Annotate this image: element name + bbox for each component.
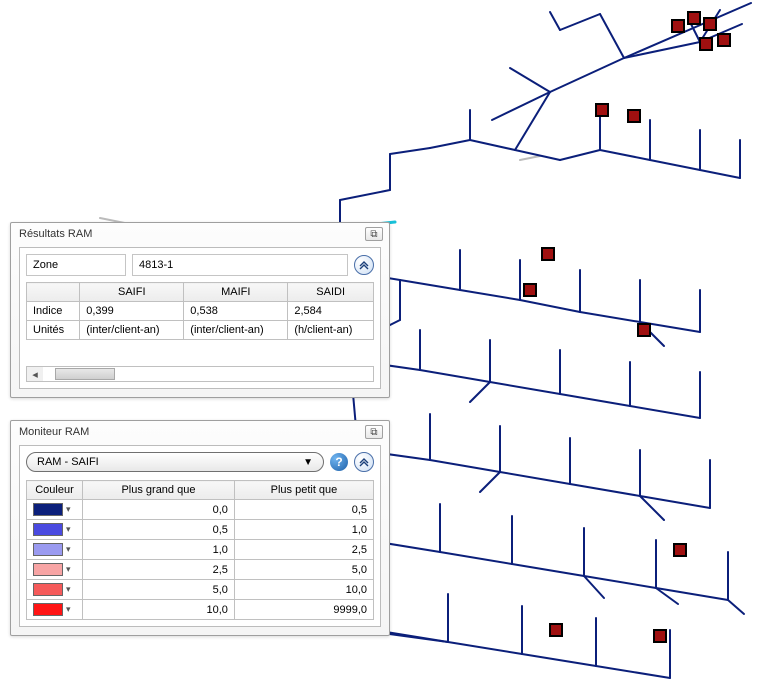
color-swatch [33,543,63,556]
legend-gt: 0,5 [83,520,235,540]
legend-table: CouleurPlus grand quePlus petit que ▾ 0,0… [26,480,374,620]
results-table: SAIFIMAIFISAIDI Indice0,3990,5382,584Uni… [26,282,374,340]
color-swatch [33,503,63,516]
table-row: Indice0,3990,5382,584 [27,302,374,321]
cell: 0,538 [184,302,288,321]
cell: 2,584 [288,302,374,321]
color-swatch [33,523,63,536]
metric-dropdown[interactable]: RAM - SAIFI ▼ [26,452,324,472]
table-row: Unités(inter/client-an)(inter/client-an)… [27,321,374,340]
chevron-down-icon: ▼ [303,457,313,468]
horizontal-scrollbar[interactable]: ◂ [26,366,374,382]
legend-gt: 2,5 [83,560,235,580]
results-column-header: SAIFI [80,283,184,302]
cell: (inter/client-an) [80,321,184,340]
legend-row: ▾ 5,010,0 [27,580,374,600]
legend-gt: 0,0 [83,500,235,520]
results-panel-title: Résultats RAM [19,228,365,240]
legend-swatch-cell[interactable]: ▾ [27,580,83,600]
chevron-down-icon: ▾ [66,504,71,514]
legend-row: ▾ 10,09999,0 [27,600,374,620]
cell: 0,399 [80,302,184,321]
legend-gt: 10,0 [83,600,235,620]
legend-row: ▾ 1,02,5 [27,540,374,560]
legend-gt: 1,0 [83,540,235,560]
legend-column-header: Plus petit que [234,481,373,500]
results-column-header: SAIDI [288,283,374,302]
legend-swatch-cell[interactable]: ▾ [27,560,83,580]
legend-row: ▾ 2,55,0 [27,560,374,580]
legend-lt: 5,0 [234,560,373,580]
legend-lt: 2,5 [234,540,373,560]
results-column-header: MAIFI [184,283,288,302]
metric-dropdown-value: RAM - SAIFI [37,456,99,468]
legend-swatch-cell[interactable]: ▾ [27,540,83,560]
legend-gt: 5,0 [83,580,235,600]
legend-swatch-cell[interactable]: ▾ [27,600,83,620]
chevron-down-icon: ▾ [66,544,71,554]
monitor-panel: Moniteur RAM ⧉ RAM - SAIFI ▼ ? CouleurPl… [10,420,390,636]
monitor-collapse-button[interactable] [354,452,374,472]
results-column-header [27,283,80,302]
collapse-button[interactable] [354,255,374,275]
color-swatch [33,583,63,596]
chevron-down-icon: ▾ [66,604,71,614]
chevron-down-icon: ▾ [66,564,71,574]
legend-row: ▾ 0,00,5 [27,500,374,520]
legend-swatch-cell[interactable]: ▾ [27,500,83,520]
help-button[interactable]: ? [330,453,348,471]
row-label: Indice [27,302,80,321]
legend-lt: 0,5 [234,500,373,520]
results-panel-close-button[interactable]: ⧉ [365,227,383,241]
results-panel: Résultats RAM ⧉ Zone 4813-1 SAIFIMAIFISA… [10,222,390,398]
legend-row: ▾ 0,51,0 [27,520,374,540]
color-swatch [33,563,63,576]
legend-column-header: Couleur [27,481,83,500]
cell: (h/client-an) [288,321,374,340]
cell: (inter/client-an) [184,321,288,340]
chevron-down-icon: ▾ [66,584,71,594]
row-label: Unités [27,321,80,340]
zone-label: Zone [26,254,126,276]
legend-lt: 9999,0 [234,600,373,620]
chevron-down-icon: ▾ [66,524,71,534]
legend-lt: 1,0 [234,520,373,540]
legend-swatch-cell[interactable]: ▾ [27,520,83,540]
legend-column-header: Plus grand que [83,481,235,500]
legend-lt: 10,0 [234,580,373,600]
monitor-panel-close-button[interactable]: ⧉ [365,425,383,439]
zone-value: 4813-1 [132,254,348,276]
monitor-panel-title: Moniteur RAM [19,426,365,438]
color-swatch [33,603,63,616]
